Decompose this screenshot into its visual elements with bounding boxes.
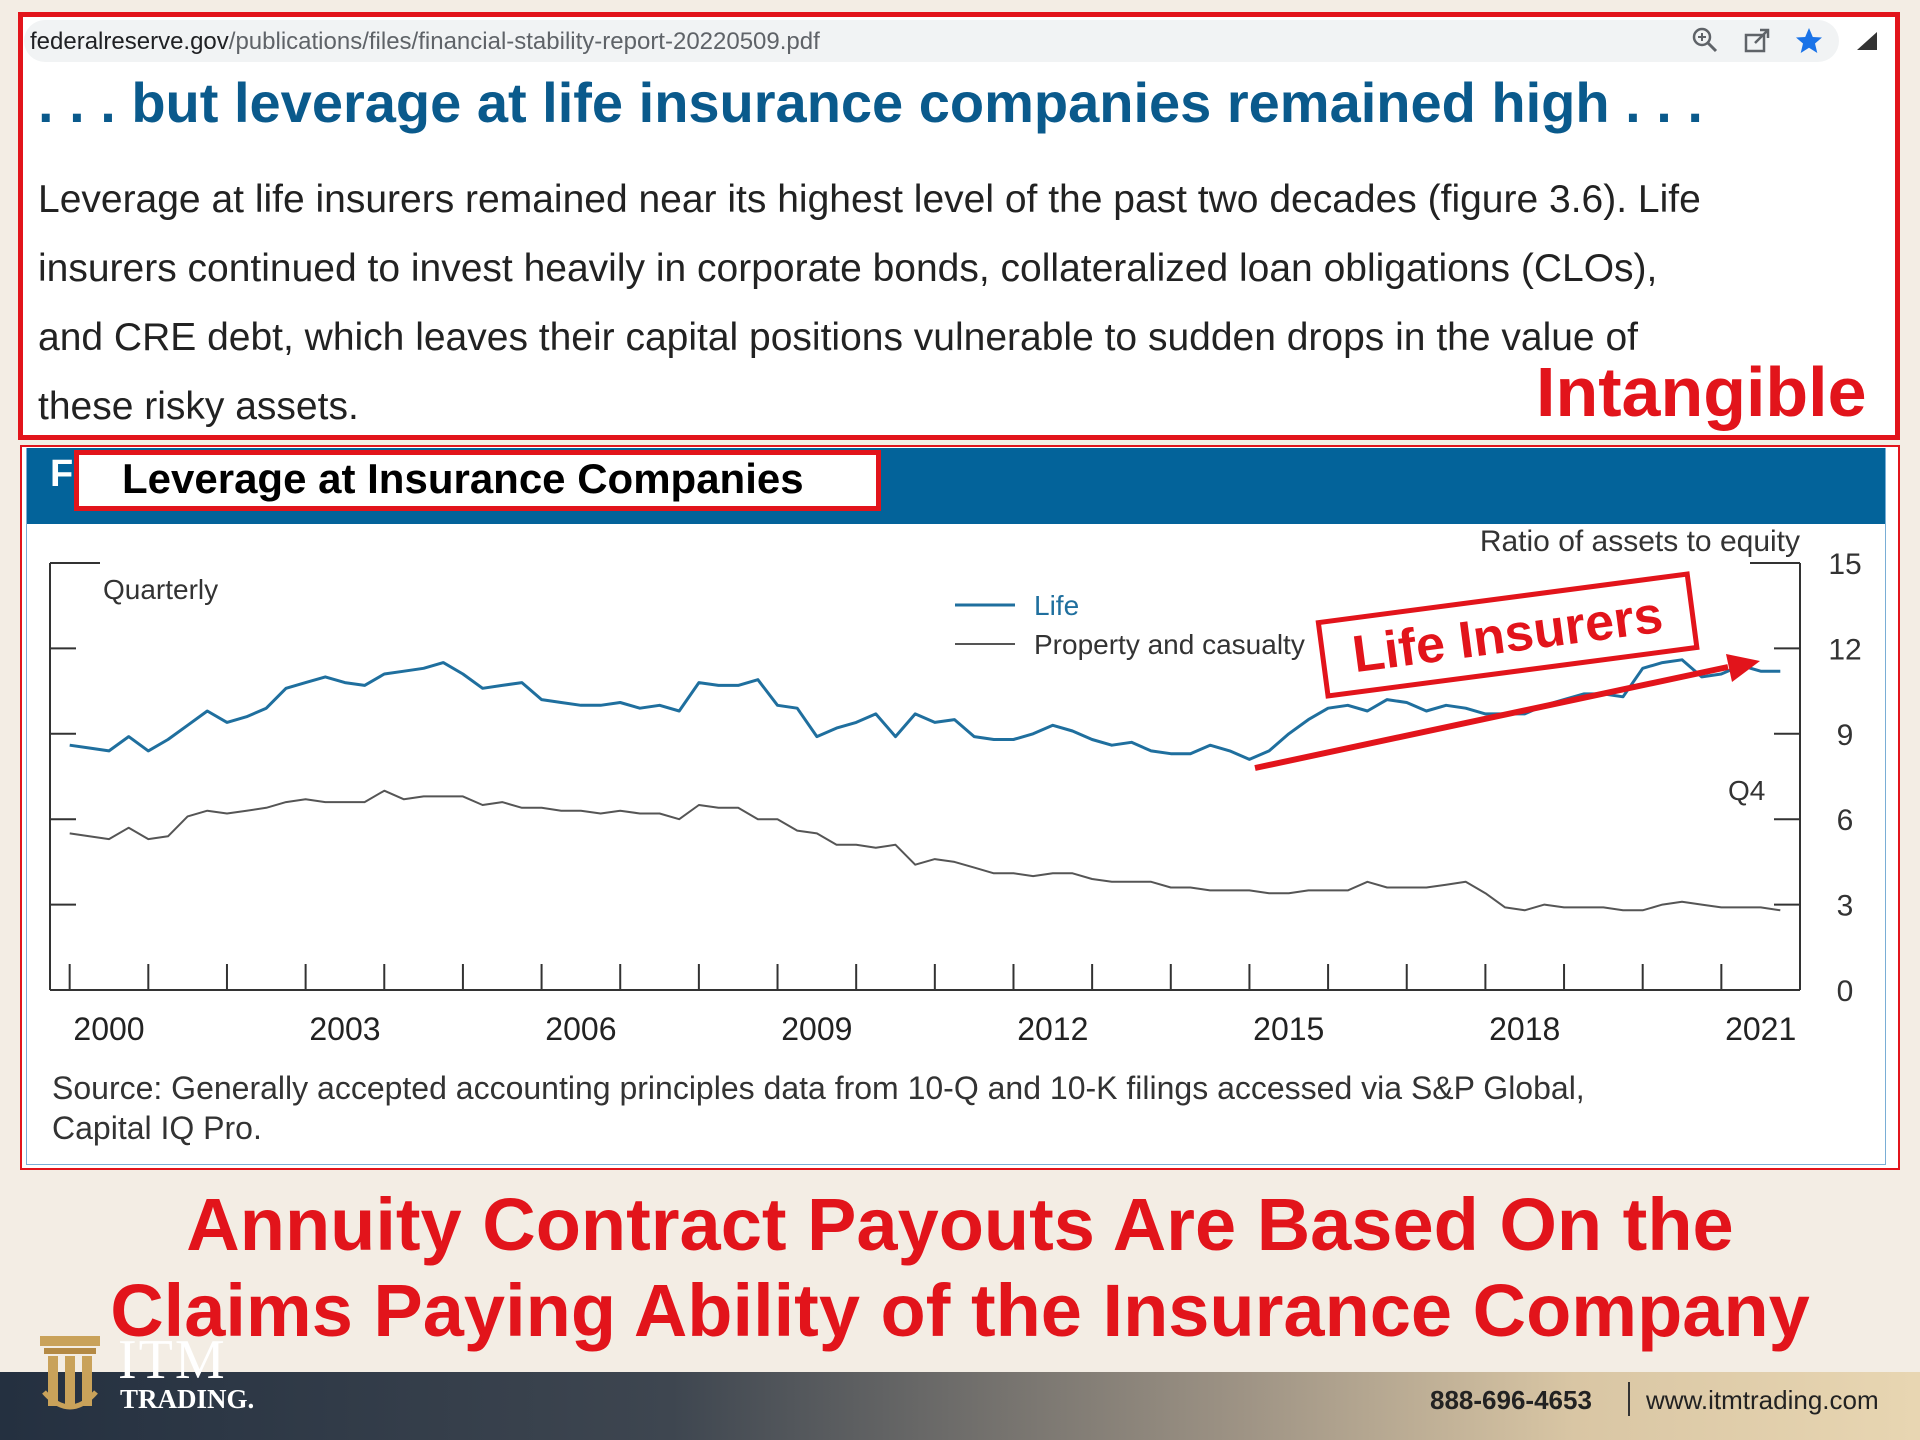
share-icon[interactable]	[1740, 26, 1774, 60]
footer-separator	[1628, 1382, 1630, 1416]
x-tick-label: 2021	[1725, 1011, 1796, 1047]
figure-title: Leverage at Insurance Companies	[122, 455, 804, 502]
y-tick-label: 12	[1828, 633, 1861, 666]
x-tick-label: 2006	[545, 1011, 616, 1047]
url-text[interactable]: federalreserve.gov/publications/files/fi…	[30, 28, 820, 56]
intangible-annotation: Intangible	[1536, 353, 1867, 431]
url-path: /publications/files/financial-stability-…	[228, 28, 820, 55]
footer-bar	[0, 1372, 1920, 1440]
end-label: Q4	[1728, 775, 1765, 806]
life-insurers-callout: Life Insurers	[1315, 571, 1700, 699]
series-line-property-casualty	[69, 789, 1781, 912]
x-tick-label: 2018	[1489, 1011, 1560, 1047]
paragraph-line-4: these risky assets.	[38, 385, 359, 428]
y-tick-label: 9	[1837, 719, 1854, 752]
x-tick-label: 2015	[1253, 1011, 1324, 1047]
trend-arrow-head	[1726, 654, 1760, 682]
phone-number[interactable]: 888-696-4653	[1430, 1385, 1592, 1415]
paragraph-line-2: insurers continued to invest heavily in …	[38, 247, 1658, 290]
legend-label: Property and casualty	[1034, 629, 1305, 660]
callout-box	[1315, 571, 1700, 699]
url-host: federalreserve.gov	[30, 28, 229, 55]
x-tick-label: 2009	[781, 1011, 852, 1047]
website-link[interactable]: www.itmtrading.com	[1646, 1385, 1879, 1415]
chart-text: 0 3 6 9 12 15 2000 2003 2006 2009 2012 2015 2018 2021…	[73, 525, 1861, 1047]
x-tick-label: 2000	[73, 1011, 144, 1047]
address-bar[interactable]	[24, 20, 1839, 62]
caption-line-2: Claims Paying Ability of the Insurance C…	[110, 1269, 1810, 1352]
y-tick-label: 15	[1828, 548, 1861, 581]
signal-icon[interactable]	[1850, 26, 1884, 60]
itm-logo-icon	[38, 1332, 102, 1414]
chart-legend: Life Property and casualty	[955, 590, 1305, 660]
legend-label: Life	[1034, 590, 1079, 621]
highlight-frame-top	[18, 12, 1900, 440]
logo-text: ITM	[118, 1329, 227, 1391]
y-tick-label: 6	[1837, 804, 1854, 837]
figure-title-box	[74, 450, 881, 511]
chart-axes	[49, 562, 1801, 991]
source-line-1: Source: Generally accepted accounting pr…	[52, 1070, 1585, 1106]
logo-subtext: TRADING.	[120, 1384, 255, 1414]
y-tick-label: 3	[1837, 890, 1854, 923]
trend-arrow-line	[1254, 664, 1729, 771]
chart-annotation: Life Insurers	[1254, 571, 1760, 771]
frequency-label: Quarterly	[103, 574, 218, 605]
source-line-2: Capital IQ Pro.	[52, 1110, 262, 1146]
caption-line-1: Annuity Contract Payouts Are Based On th…	[186, 1183, 1734, 1266]
headline: . . . but leverage at life insurance com…	[38, 71, 1703, 134]
x-tick-label: 2012	[1017, 1011, 1088, 1047]
chart-lines	[69, 658, 1781, 912]
x-tick-label: 2003	[309, 1011, 380, 1047]
zoom-icon[interactable]	[1688, 26, 1722, 60]
figure-panel	[26, 448, 1886, 1165]
paragraph-line-3: and CRE debt, which leaves their capital…	[38, 316, 1638, 359]
star-icon[interactable]	[1792, 26, 1826, 60]
figure-bar-letter: F	[50, 453, 74, 495]
y-tick-label: 0	[1837, 975, 1854, 1008]
y-axis-title: Ratio of assets to equity	[1480, 525, 1800, 558]
paragraph-line-1: Leverage at life insurers remained near …	[38, 178, 1701, 221]
